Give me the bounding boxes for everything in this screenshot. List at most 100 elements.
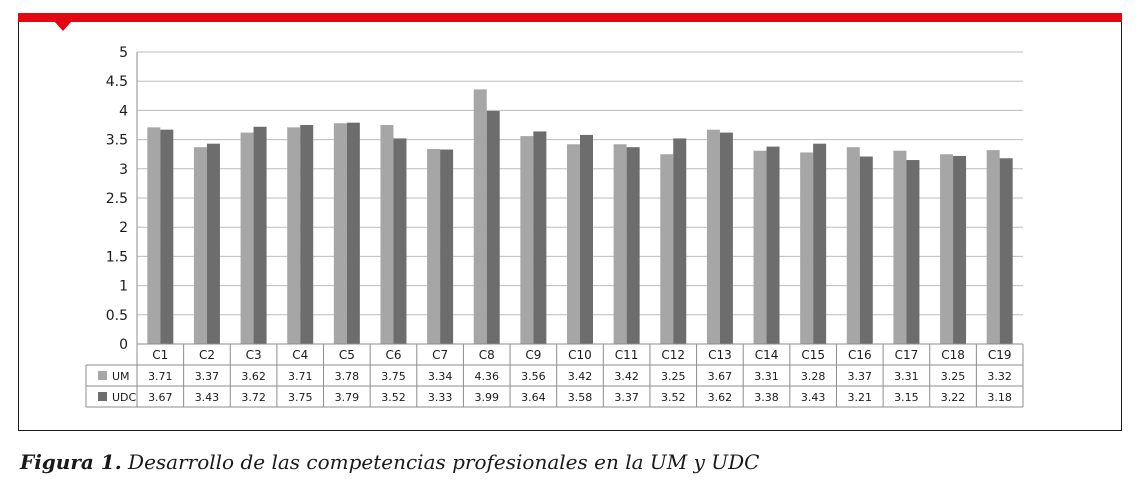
x-tick-label: C12	[661, 348, 685, 362]
red-top-bar	[18, 13, 1122, 22]
data-label: 3.42	[568, 370, 593, 383]
bar-udc	[580, 134, 593, 344]
bar-udc	[440, 149, 454, 344]
y-tick-label: 2	[119, 220, 128, 236]
data-label: 3.75	[288, 391, 313, 404]
bar-um	[287, 127, 301, 344]
x-tick-label: C8	[479, 348, 495, 362]
bar-um	[800, 152, 814, 344]
data-label: 3.25	[661, 370, 686, 383]
bar-um	[567, 144, 580, 344]
legend-label-udc: UDC	[112, 391, 137, 404]
data-label: 4.36	[474, 370, 499, 383]
data-label: 3.32	[987, 370, 1012, 383]
bar-um	[706, 129, 720, 344]
data-label: 3.67	[708, 370, 733, 383]
legend-label-um: UM	[112, 370, 130, 383]
data-label: 3.62	[708, 391, 733, 404]
bar-udc	[533, 131, 547, 344]
data-label: 3.78	[335, 370, 360, 383]
bar-um	[660, 154, 674, 344]
data-label: 3.52	[381, 391, 406, 404]
bar-udc	[953, 155, 967, 344]
data-label: 3.37	[195, 370, 220, 383]
figure-caption: Figura 1. Desarrollo de las competencias…	[20, 450, 759, 474]
data-label: 3.37	[848, 370, 873, 383]
data-label: 3.25	[941, 370, 966, 383]
bar-um	[613, 144, 627, 344]
x-tick-label: C15	[801, 348, 825, 362]
data-label: 3.31	[894, 370, 919, 383]
bar-udc	[626, 147, 640, 344]
x-tick-label: C2	[199, 348, 215, 362]
bar-udc	[999, 158, 1013, 344]
y-tick-label: 3.5	[106, 133, 128, 149]
y-tick-label: 4.5	[106, 74, 128, 90]
x-tick-label: C5	[339, 348, 355, 362]
data-label: 3.75	[381, 370, 406, 383]
data-label: 3.22	[941, 391, 966, 404]
data-label: 3.67	[148, 391, 173, 404]
bar-udc	[206, 143, 220, 344]
data-label: 3.33	[428, 391, 453, 404]
x-tick-label: C18	[941, 348, 965, 362]
y-tick-label: 2.5	[106, 191, 128, 207]
x-tick-label: C1	[152, 348, 168, 362]
bar-udc	[160, 129, 174, 344]
data-label: 3.43	[195, 391, 220, 404]
data-label: 3.42	[614, 370, 639, 383]
data-label: 3.56	[521, 370, 546, 383]
bar-um	[240, 132, 254, 344]
bar-udc	[813, 143, 827, 344]
x-tick-label: C10	[568, 348, 592, 362]
bar-um	[753, 150, 767, 344]
x-tick-label: C6	[385, 348, 401, 362]
x-tick-label: C11	[615, 348, 639, 362]
data-label: 3.99	[474, 391, 499, 404]
x-tick-label: C4	[292, 348, 308, 362]
x-tick-label: C3	[246, 348, 262, 362]
y-tick-label: 5	[119, 45, 128, 61]
bar-udc	[253, 126, 267, 344]
y-tick-label: 0	[119, 337, 128, 353]
bar-um	[893, 150, 907, 344]
data-label: 3.52	[661, 391, 686, 404]
x-tick-label: C17	[895, 348, 919, 362]
legend-key-udc	[98, 392, 107, 401]
data-label: 3.79	[335, 391, 360, 404]
caption-text: Desarrollo de las competencias profesion…	[121, 450, 760, 474]
x-tick-label: C14	[755, 348, 779, 362]
data-label: 3.31	[754, 370, 779, 383]
data-label: 3.62	[241, 370, 266, 383]
bar-um	[986, 150, 1000, 344]
bar-udc	[393, 138, 407, 344]
x-tick-label: C9	[525, 348, 541, 362]
bar-udc	[766, 146, 780, 344]
bar-udc	[906, 160, 920, 344]
bar-um	[520, 136, 534, 344]
data-label: 3.71	[148, 370, 173, 383]
x-tick-label: C19	[988, 348, 1012, 362]
data-label: 3.18	[987, 391, 1012, 404]
y-tick-label: 0.5	[106, 308, 128, 324]
bar-udc	[719, 132, 733, 344]
bar-udc	[859, 156, 873, 344]
data-label: 3.21	[848, 391, 873, 404]
bar-um	[380, 125, 394, 344]
bar-udc	[673, 138, 687, 344]
data-label: 3.15	[894, 391, 919, 404]
bar-udc	[486, 110, 500, 344]
data-label: 3.43	[801, 391, 826, 404]
x-tick-label: C13	[708, 348, 732, 362]
x-tick-label: C16	[848, 348, 872, 362]
caption-label: Figura 1.	[20, 450, 122, 474]
data-label: 3.64	[521, 391, 546, 404]
x-tick-label: C7	[432, 348, 448, 362]
data-label: 3.38	[754, 391, 779, 404]
data-label: 3.37	[614, 391, 639, 404]
bar-um	[193, 147, 207, 344]
bar-um	[333, 123, 347, 344]
bar-um	[473, 89, 487, 344]
y-tick-label: 3	[119, 162, 128, 178]
data-label: 3.71	[288, 370, 313, 383]
